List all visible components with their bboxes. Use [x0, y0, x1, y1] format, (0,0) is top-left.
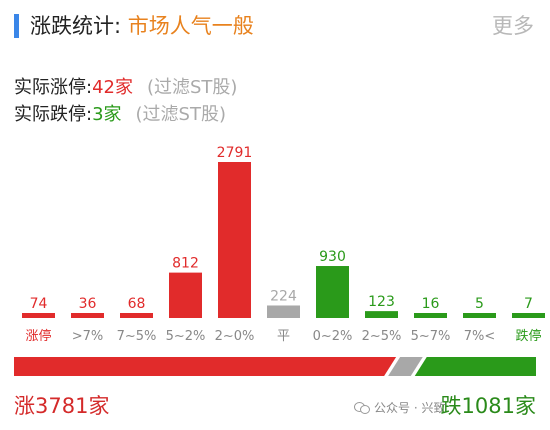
- limit-up-value: 42家: [92, 77, 133, 98]
- breadth-up-segment: [14, 357, 397, 376]
- breadth-flat-segment: [388, 357, 423, 376]
- category-label-2: 7~5%: [117, 329, 157, 344]
- page-title: 涨跌统计: 市场人气一般: [30, 12, 254, 40]
- limit-down-stat: 实际跌停:3家 (过滤ST股): [14, 103, 226, 127]
- total-down-count: 跌1081家: [440, 394, 536, 418]
- bar-2: [120, 313, 153, 318]
- limit-up-filter-note: (过滤ST股): [146, 77, 238, 98]
- bar-value-1: 36: [79, 296, 97, 312]
- bar-value-6: 930: [319, 249, 346, 265]
- limit-up-stat: 实际涨停:42家 (过滤ST股): [14, 76, 237, 100]
- category-label-1: >7%: [72, 329, 104, 344]
- title-bar: 涨跌统计: 市场人气一般 更多: [14, 12, 538, 42]
- category-label-9: 7%<: [464, 329, 496, 344]
- bar-value-5: 224: [270, 288, 297, 304]
- title-accent-bar: [14, 14, 19, 38]
- breadth-down-segment: [414, 357, 536, 376]
- title-label: 涨跌统计:: [30, 14, 122, 38]
- category-label-0: 涨停: [25, 328, 51, 344]
- category-label-6: 0~2%: [313, 329, 353, 344]
- category-label-10: 跌停: [515, 328, 541, 344]
- category-label-7: 2~5%: [362, 329, 402, 344]
- bar-5: [267, 305, 300, 318]
- bar-value-7: 123: [368, 294, 395, 310]
- category-label-5: 平: [277, 329, 290, 344]
- bar-value-3: 812: [172, 256, 199, 272]
- bar-9: [463, 313, 496, 318]
- bar-6: [316, 266, 349, 318]
- bar-3: [169, 272, 202, 318]
- bar-1: [71, 313, 104, 318]
- more-link[interactable]: 更多: [492, 14, 534, 38]
- limit-down-label: 实际跌停:: [14, 104, 93, 125]
- bar-10: [512, 313, 545, 318]
- bar-7: [365, 311, 398, 318]
- bar-4: [218, 162, 251, 318]
- category-label-3: 5~2%: [166, 329, 206, 344]
- category-label-4: 2~0%: [215, 329, 255, 344]
- bar-8: [414, 313, 447, 318]
- limit-up-label: 实际涨停:: [14, 77, 93, 98]
- limit-down-filter-note: (过滤ST股): [135, 104, 226, 125]
- breadth-bar: [14, 357, 536, 376]
- bar-value-9: 5: [475, 296, 484, 312]
- bar-0: [22, 313, 55, 318]
- limit-down-value: 3家: [92, 104, 122, 125]
- total-up-count: 涨3781家: [14, 394, 110, 418]
- watermark: 公众号 · 兴致: [352, 396, 460, 420]
- watermark-text: 公众号 · 兴致: [374, 401, 446, 415]
- market-mood: 市场人气一般: [127, 14, 254, 38]
- distribution-chart: 74 涨停 36 >7% 68 7~5% 812 5~2% 2791 2~0% 224 平 930 0~2…: [22, 145, 545, 344]
- bar-value-4: 2791: [217, 145, 253, 161]
- bar-value-8: 16: [422, 296, 440, 312]
- wechat-icon: [354, 402, 370, 414]
- bar-value-2: 68: [128, 296, 146, 312]
- category-label-8: 5~7%: [411, 329, 451, 344]
- bar-value-0: 74: [30, 296, 48, 312]
- bar-value-10: 7: [524, 296, 533, 312]
